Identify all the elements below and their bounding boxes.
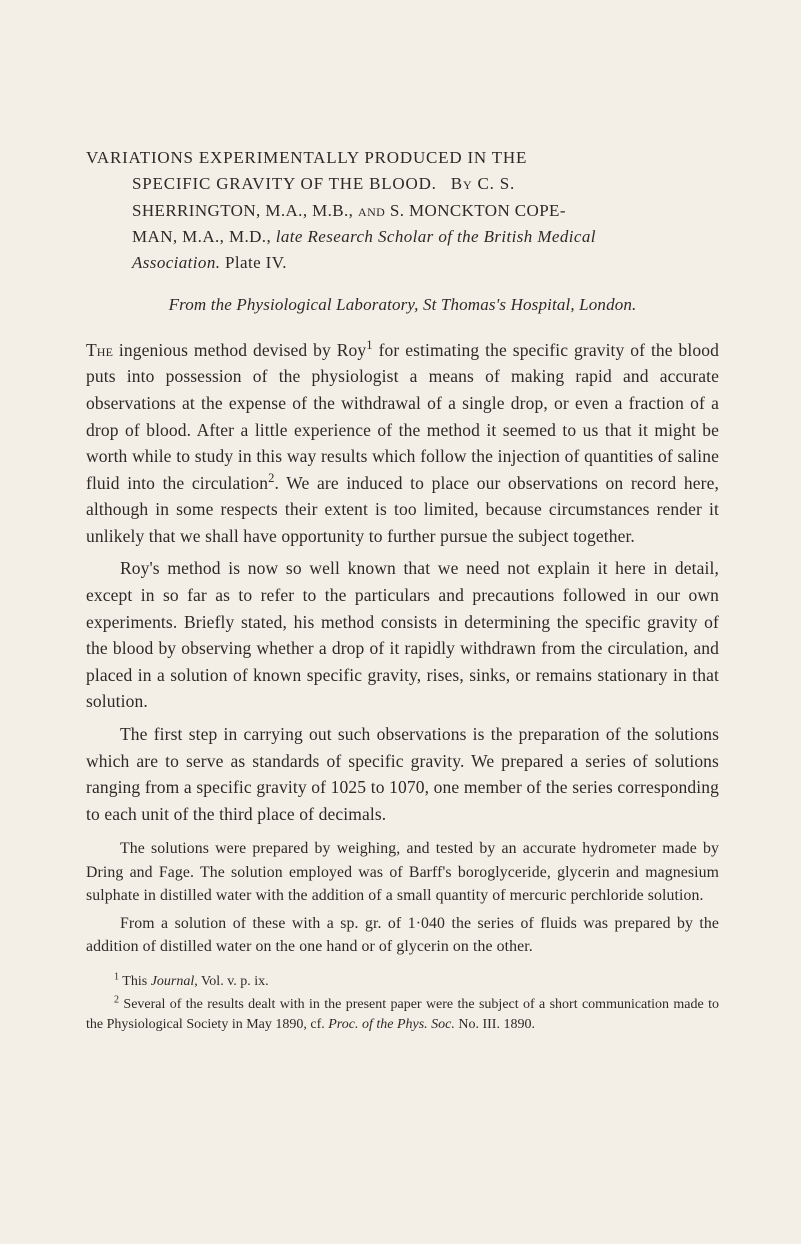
- from-laboratory-line: From the Physiological Laboratory, St Th…: [86, 295, 719, 315]
- title-by: By C. S.: [441, 174, 515, 193]
- footnote-1-italic: Journal: [151, 974, 195, 989]
- authors-line-1: SHERRINGTON, M.A., M.B., and S. MONCKTON…: [86, 198, 719, 224]
- footnote-2: 2 Several of the results dealt with in t…: [86, 995, 719, 1035]
- small-text-block: The solutions were prepared by weighing,…: [86, 837, 719, 958]
- late-italic: late: [276, 227, 303, 246]
- authors-1a: SHERRINGTON, M.A., M.B.,: [132, 201, 358, 220]
- footnote-ref-2: 2: [268, 471, 274, 485]
- footnote-1-post: , Vol. v. p. ix.: [194, 974, 268, 989]
- footnotes: 1 This Journal, Vol. v. p. ix. 2 Several…: [86, 972, 719, 1035]
- footnote-2-post: No. III. 1890.: [455, 1017, 535, 1032]
- paragraph-1: The ingenious method devised by Roy1 for…: [86, 337, 719, 550]
- footnote-1-pre: 1 This: [114, 974, 151, 989]
- footnote-1: 1 This Journal, Vol. v. p. ix.: [86, 972, 719, 992]
- footnote-2-italic: Proc. of the Phys. Soc.: [328, 1017, 455, 1032]
- title-main-2: SPECIFIC GRAVITY OF THE BLOOD.: [132, 174, 437, 193]
- scholar-italic: Research Scholar of the British Medical: [303, 227, 596, 246]
- authors-line-3: Association. Plate IV.: [86, 250, 719, 276]
- title-line-1: VARIATIONS EXPERIMENTALLY PRODUCED IN TH…: [86, 145, 719, 171]
- title-block: VARIATIONS EXPERIMENTALLY PRODUCED IN TH…: [86, 145, 719, 277]
- small-paragraph-2: From a solution of these with a sp. gr. …: [86, 912, 719, 959]
- association-italic: Association.: [132, 253, 220, 272]
- authors-1b: S. MONCKTON COPE-: [385, 201, 566, 220]
- small-paragraph-1: The solutions were prepared by weighing,…: [86, 837, 719, 907]
- and-smallcaps: and: [358, 201, 385, 220]
- authors-2a: MAN, M.A., M.D.,: [132, 227, 276, 246]
- authors-line-2: MAN, M.A., M.D., late Research Scholar o…: [86, 224, 719, 250]
- plate-label: Plate IV.: [220, 253, 287, 272]
- title-line-2: SPECIFIC GRAVITY OF THE BLOOD. By C. S.: [86, 171, 719, 197]
- footnote-ref-1: 1: [366, 338, 372, 352]
- paragraph-2: Roy's method is now so well known that w…: [86, 555, 719, 715]
- paragraph-3: The first step in carrying out such obse…: [86, 721, 719, 827]
- para1-leadword: The: [86, 340, 113, 360]
